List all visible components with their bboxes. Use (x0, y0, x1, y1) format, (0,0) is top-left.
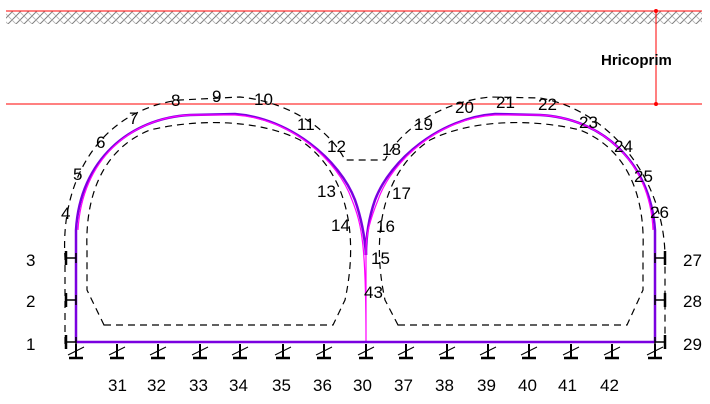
pin-support-icon (315, 344, 333, 360)
pin-support-icon (520, 344, 538, 360)
spring-support-icon (654, 335, 667, 349)
node-label: 24 (614, 137, 633, 156)
node-label: 8 (171, 91, 180, 110)
spring-support-icon (654, 251, 667, 265)
node-label: 32 (147, 376, 166, 395)
pin-support-icon (562, 344, 580, 360)
node-label: 7 (129, 109, 138, 128)
node-label: 4 (61, 204, 70, 223)
node-label: 11 (297, 115, 315, 134)
node-label: 21 (496, 93, 515, 112)
node-label: 41 (558, 376, 577, 395)
terrain-hatch (6, 11, 702, 24)
pin-support-icon (149, 344, 167, 360)
node-label: 22 (538, 95, 557, 114)
pin-support-icon (274, 344, 292, 360)
left-clearance-profile (86, 121, 352, 326)
node-label: 28 (683, 292, 702, 311)
spring-support-icon (64, 293, 77, 307)
node-label: 35 (272, 376, 291, 395)
excavation-outline (63, 96, 666, 344)
node-label: 42 (600, 376, 619, 395)
right-clearance-profile (378, 121, 644, 326)
node-label: 33 (189, 376, 208, 395)
node-label: 27 (683, 251, 702, 270)
node-label: 26 (650, 203, 669, 222)
node-label: 12 (327, 137, 346, 156)
dimension-end-top (654, 9, 658, 13)
outer-lining-right (364, 112, 657, 342)
pin-support-icon (646, 344, 664, 360)
node-label: 14 (331, 216, 350, 235)
node-label: 9 (212, 87, 221, 106)
node-label: 15 (371, 249, 390, 268)
node-label: 6 (96, 133, 105, 152)
pin-support-icon (397, 344, 415, 360)
pin-support-icon (231, 344, 249, 360)
node-label: 40 (518, 376, 537, 395)
node-label: 29 (683, 335, 702, 354)
pin-support-icon (603, 344, 621, 360)
node-label: 3 (26, 251, 35, 270)
pin-support-icon (357, 344, 375, 360)
node-label: 10 (254, 90, 273, 109)
pin-support-icon (438, 344, 456, 360)
node-label: 38 (435, 376, 454, 395)
node-label: 36 (313, 376, 332, 395)
node-label: 16 (376, 217, 395, 236)
pin-support-icon (108, 344, 126, 360)
outer-lining-left (74, 112, 368, 342)
node-label: 37 (394, 376, 413, 395)
inner-lining (77, 114, 654, 343)
spring-support-icon (64, 335, 77, 349)
spring-support-icon (64, 251, 77, 265)
pin-support-icon (67, 344, 85, 360)
node-label: 23 (579, 113, 598, 132)
node-label: 18 (382, 140, 401, 159)
pin-support-icon (479, 344, 497, 360)
node-label: 39 (477, 376, 496, 395)
support-group (64, 251, 667, 360)
spring-support-icon (654, 293, 667, 307)
node-label: 17 (392, 184, 411, 203)
node-label: 31 (108, 376, 127, 395)
node-label: 30 (353, 376, 372, 395)
node-label: 25 (634, 167, 653, 186)
node-label: 13 (317, 182, 336, 201)
pin-support-icon (191, 344, 209, 360)
node-label: 1 (26, 335, 35, 354)
node-label: 19 (414, 115, 433, 134)
node-label: 5 (73, 165, 82, 184)
node-label: 34 (229, 376, 248, 395)
node-label: 20 (455, 98, 474, 117)
node-label: 43 (364, 283, 383, 302)
dimension-label: Hricoprim (601, 52, 672, 69)
node-label: 2 (26, 292, 35, 311)
dimension-end-bottom (654, 102, 658, 106)
